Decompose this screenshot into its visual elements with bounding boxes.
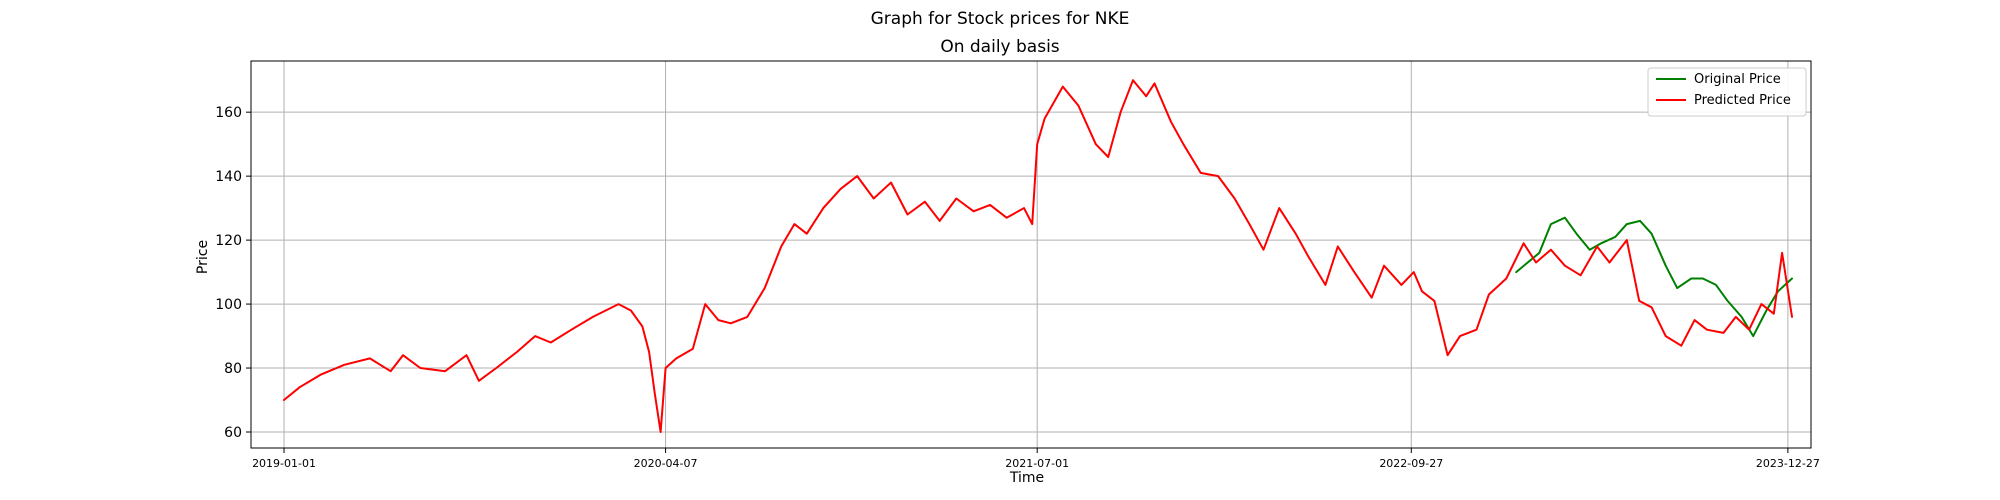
y-tick-label: 100 <box>215 297 242 313</box>
x-axis-label: Time <box>1009 470 1044 486</box>
x-axis-ticks: 2019-01-01 2020-04-07 2021-07-01 2022-09-27… <box>252 448 1820 470</box>
y-tick-label: 160 <box>215 105 242 121</box>
chart-suptitle: Graph for Stock prices for NKE <box>871 9 1130 29</box>
series-line-predicted-price <box>283 79 1793 433</box>
x-tick-label: 2021-07-01 <box>1005 457 1069 470</box>
y-tick-label: 80 <box>224 361 242 377</box>
x-tick-label: 2019-01-01 <box>252 457 316 470</box>
x-tick-label: 2022-09-27 <box>1379 457 1443 470</box>
y-axis-label: Price <box>195 240 211 274</box>
series-line-original-price <box>1515 216 1793 338</box>
x-tick-label: 2020-04-07 <box>634 457 698 470</box>
legend-label-original-price: Original Price <box>1694 72 1781 87</box>
plot-area-frame <box>250 60 1812 449</box>
y-axis-ticks: 60 80 100 120 140 160 <box>215 105 251 441</box>
grid-lines <box>251 61 1811 448</box>
chart-legend: Original Price Predicted Price <box>1647 67 1807 117</box>
y-tick-label: 60 <box>224 425 242 441</box>
y-tick-label: 140 <box>215 169 242 185</box>
y-tick-label: 120 <box>215 233 242 249</box>
series-lines <box>283 79 1793 433</box>
legend-box <box>1647 67 1807 117</box>
legend-label-predicted-price: Predicted Price <box>1694 93 1791 108</box>
chart-title: On daily basis <box>940 37 1059 57</box>
x-tick-label: 2023-12-27 <box>1756 457 1820 470</box>
